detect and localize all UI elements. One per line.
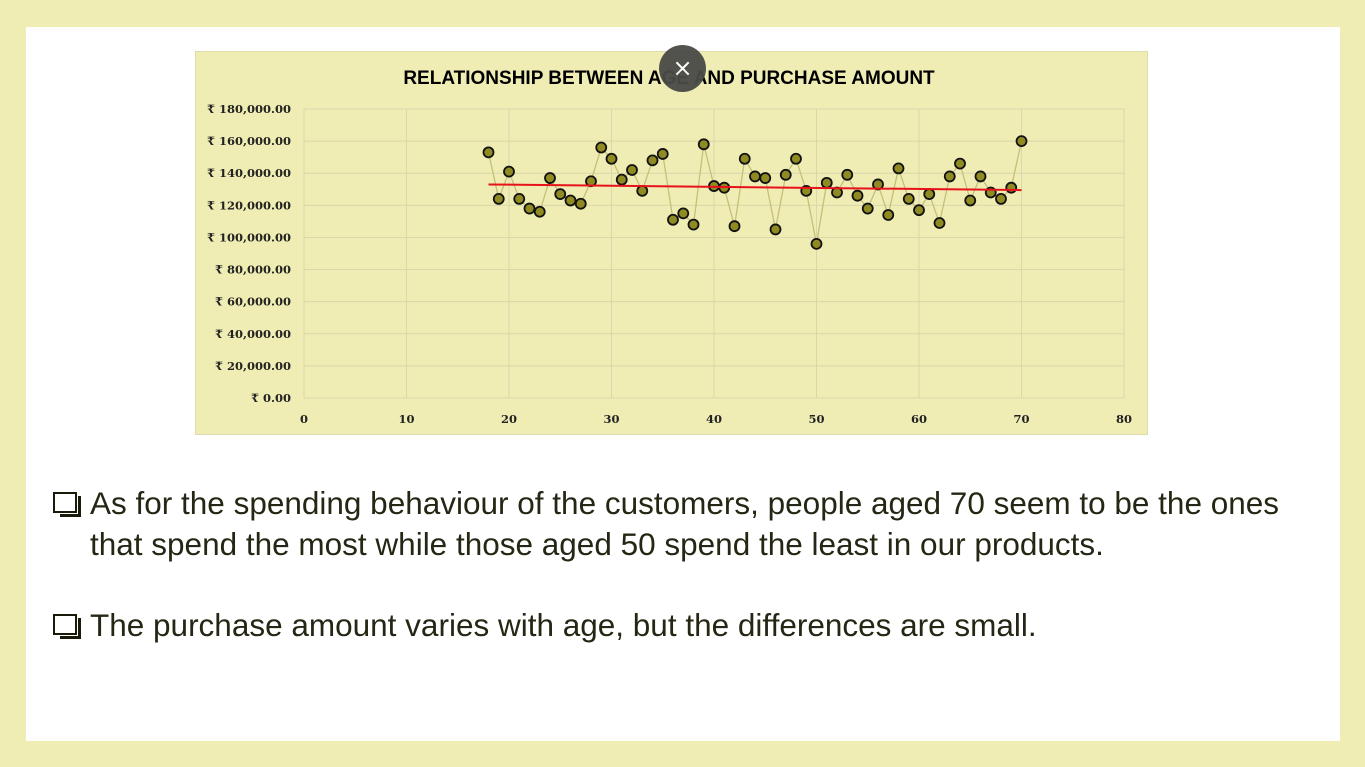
data-point (626, 164, 638, 176)
bullet-text: The purchase amount varies with age, but… (90, 607, 1037, 643)
data-point (1005, 181, 1018, 194)
x-tick-label: 30 (603, 412, 619, 426)
chart-canvas: RELATIONSHIP BETWEEN AGE AND PURCHASE AM… (207, 68, 1132, 426)
x-tick-label: 60 (911, 412, 927, 426)
data-point (964, 194, 977, 207)
x-tick-label: 80 (1116, 412, 1132, 426)
data-point (810, 237, 823, 250)
bullet-list: As for the spending behaviour of the cus… (53, 483, 1293, 646)
data-point (656, 148, 669, 160)
data-point (841, 168, 854, 181)
data-point (902, 193, 915, 205)
y-tick-label: ₹ 140,000.00 (207, 166, 291, 180)
bullet-item: As for the spending behaviour of the cus… (53, 483, 1293, 565)
data-point (892, 162, 905, 175)
x-tick-label: 50 (808, 412, 824, 426)
y-tick-label: ₹ 100,000.00 (207, 230, 291, 244)
x-tick-label: 70 (1013, 412, 1029, 426)
checkbox-bullet-icon (53, 492, 81, 517)
data-point (554, 188, 567, 200)
y-tick-label: ₹ 20,000.00 (215, 359, 291, 373)
y-tick-label: ₹ 40,000.00 (215, 327, 291, 341)
data-point (790, 152, 802, 165)
data-point (974, 170, 987, 183)
data-point (523, 202, 536, 215)
y-tick-label: ₹ 60,000.00 (215, 295, 291, 309)
x-tick-label: 20 (501, 412, 517, 426)
data-point (820, 176, 833, 189)
x-tick-label: 10 (398, 412, 414, 426)
data-point (667, 213, 679, 226)
data-point (943, 170, 956, 183)
close-icon: × (672, 54, 693, 82)
data-point (749, 170, 761, 183)
data-point (687, 218, 700, 231)
data-point (728, 220, 741, 233)
y-tick-label: ₹ 160,000.00 (207, 134, 291, 148)
data-point (544, 172, 556, 184)
data-point (492, 193, 505, 205)
data-point (923, 188, 936, 200)
data-point (482, 146, 495, 159)
data-point (697, 138, 710, 151)
data-point (564, 194, 577, 207)
data-point (636, 184, 649, 197)
data-point (677, 207, 690, 220)
bullet-text: As for the spending behaviour of the cus… (90, 485, 1280, 562)
data-point (933, 217, 946, 229)
x-tick-label: 40 (706, 412, 722, 426)
x-tick-label: 0 (300, 412, 308, 426)
data-point (513, 193, 526, 205)
data-point (615, 173, 628, 186)
data-point (954, 157, 966, 170)
y-tick-label: ₹ 180,000.00 (207, 102, 291, 116)
data-point (882, 209, 895, 221)
data-point (533, 205, 546, 218)
data-point (646, 154, 659, 167)
data-point (861, 202, 874, 215)
data-point (605, 152, 618, 165)
trendline (488, 183, 1022, 192)
data-point (574, 197, 587, 210)
y-tick-label: ₹ 0.00 (251, 391, 291, 405)
data-point (995, 193, 1007, 205)
data-point (1015, 135, 1028, 148)
data-point (851, 189, 864, 202)
data-point (913, 204, 925, 217)
data-point (738, 152, 751, 165)
data-point (759, 172, 772, 184)
y-tick-label: ₹ 120,000.00 (207, 198, 291, 212)
data-point (503, 165, 515, 178)
y-tick-label: ₹ 80,000.00 (215, 263, 291, 277)
data-point (779, 168, 792, 181)
checkbox-bullet-icon (53, 614, 81, 639)
data-point (769, 223, 782, 236)
bullet-item: The purchase amount varies with age, but… (53, 605, 1293, 646)
scatter-chart: RELATIONSHIP BETWEEN AGE AND PURCHASE AM… (195, 51, 1148, 435)
close-button[interactable]: × (659, 45, 706, 92)
data-point (595, 141, 608, 154)
